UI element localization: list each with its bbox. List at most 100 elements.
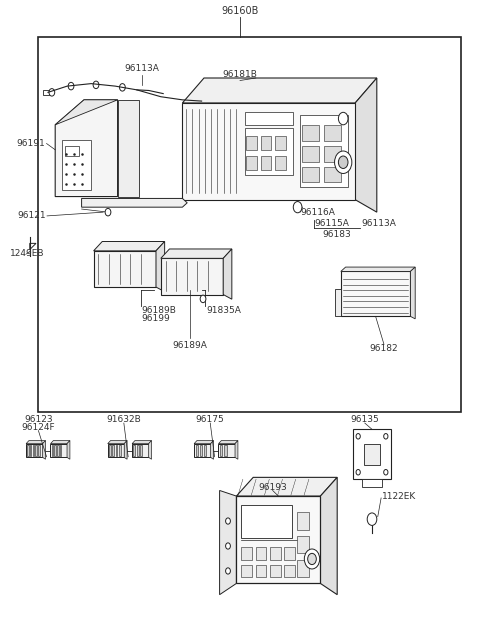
Polygon shape [132, 441, 152, 444]
Polygon shape [55, 100, 118, 197]
Polygon shape [149, 441, 152, 459]
Circle shape [120, 84, 125, 91]
Polygon shape [355, 78, 377, 212]
Bar [137, 445, 139, 456]
Polygon shape [236, 477, 337, 496]
Bar [300, 115, 348, 187]
Bar [302, 125, 319, 141]
Polygon shape [161, 258, 223, 295]
Polygon shape [341, 267, 415, 271]
Bar [220, 445, 222, 456]
Circle shape [384, 434, 388, 439]
Bar [116, 445, 118, 456]
Text: 96175: 96175 [196, 416, 225, 424]
Bar [245, 128, 293, 175]
Text: 96124F: 96124F [22, 423, 55, 432]
Bar [204, 445, 206, 456]
Text: 1249EB: 1249EB [10, 250, 44, 258]
Bar [324, 125, 341, 141]
Bar [362, 479, 382, 487]
Bar [57, 445, 59, 456]
Bar [108, 444, 124, 457]
Bar [246, 156, 257, 170]
Bar [241, 505, 291, 538]
Text: 96189A: 96189A [173, 341, 207, 349]
Text: 96189B: 96189B [142, 306, 177, 314]
Bar [133, 445, 135, 456]
Circle shape [93, 81, 99, 89]
Bar [255, 565, 266, 577]
Text: 91835A: 91835A [206, 306, 241, 314]
Circle shape [367, 513, 377, 525]
Text: 96160B: 96160B [221, 6, 259, 16]
Circle shape [226, 568, 230, 574]
Polygon shape [410, 267, 415, 319]
Polygon shape [335, 290, 341, 316]
Bar [246, 136, 257, 150]
Bar [50, 444, 67, 457]
Polygon shape [26, 441, 46, 444]
Circle shape [105, 208, 111, 216]
Text: 96121: 96121 [17, 212, 46, 220]
Bar [38, 445, 40, 456]
Bar [297, 560, 309, 577]
Text: 96191: 96191 [17, 139, 46, 148]
Polygon shape [194, 441, 214, 444]
Polygon shape [67, 441, 70, 459]
Bar [255, 547, 266, 560]
Bar [224, 445, 227, 456]
Bar [245, 112, 293, 125]
Polygon shape [124, 441, 127, 459]
Bar [353, 429, 391, 479]
Bar [302, 146, 319, 162]
Circle shape [356, 434, 360, 439]
Text: 96113A: 96113A [361, 219, 396, 228]
Bar [261, 156, 271, 170]
Polygon shape [156, 241, 165, 291]
Bar [236, 496, 321, 583]
Polygon shape [43, 90, 49, 95]
Polygon shape [182, 78, 377, 103]
Circle shape [338, 156, 348, 168]
Bar [33, 445, 34, 456]
Polygon shape [223, 249, 232, 299]
Bar [241, 565, 252, 577]
Text: 96113A: 96113A [124, 64, 159, 73]
Circle shape [293, 202, 302, 213]
Bar [62, 140, 91, 190]
Bar [270, 547, 280, 560]
Bar [54, 445, 56, 456]
Bar [261, 136, 271, 150]
Bar [297, 512, 309, 530]
Polygon shape [30, 243, 36, 250]
Circle shape [308, 553, 316, 565]
Bar [38, 37, 461, 412]
Bar [51, 445, 53, 456]
Polygon shape [211, 441, 214, 459]
Text: 96181B: 96181B [223, 70, 257, 79]
Bar [109, 445, 111, 456]
Polygon shape [321, 477, 337, 595]
Text: 96183: 96183 [323, 230, 351, 239]
Text: 96115A: 96115A [314, 219, 349, 228]
Bar [65, 146, 79, 156]
Bar [302, 167, 319, 182]
Text: 1122EK: 1122EK [382, 492, 416, 501]
Text: 96123: 96123 [24, 416, 53, 424]
Polygon shape [94, 251, 156, 287]
Polygon shape [94, 241, 165, 251]
Circle shape [68, 82, 74, 90]
Bar [112, 445, 114, 456]
Bar [182, 103, 355, 200]
Polygon shape [43, 441, 46, 459]
Polygon shape [50, 441, 70, 444]
Text: 96193: 96193 [258, 483, 287, 492]
Bar [194, 444, 211, 457]
Bar [36, 445, 37, 456]
Text: 96116A: 96116A [300, 208, 336, 217]
Bar [324, 167, 341, 182]
Bar [196, 445, 198, 456]
Polygon shape [161, 249, 232, 258]
Bar [241, 547, 252, 560]
Bar [140, 445, 142, 456]
